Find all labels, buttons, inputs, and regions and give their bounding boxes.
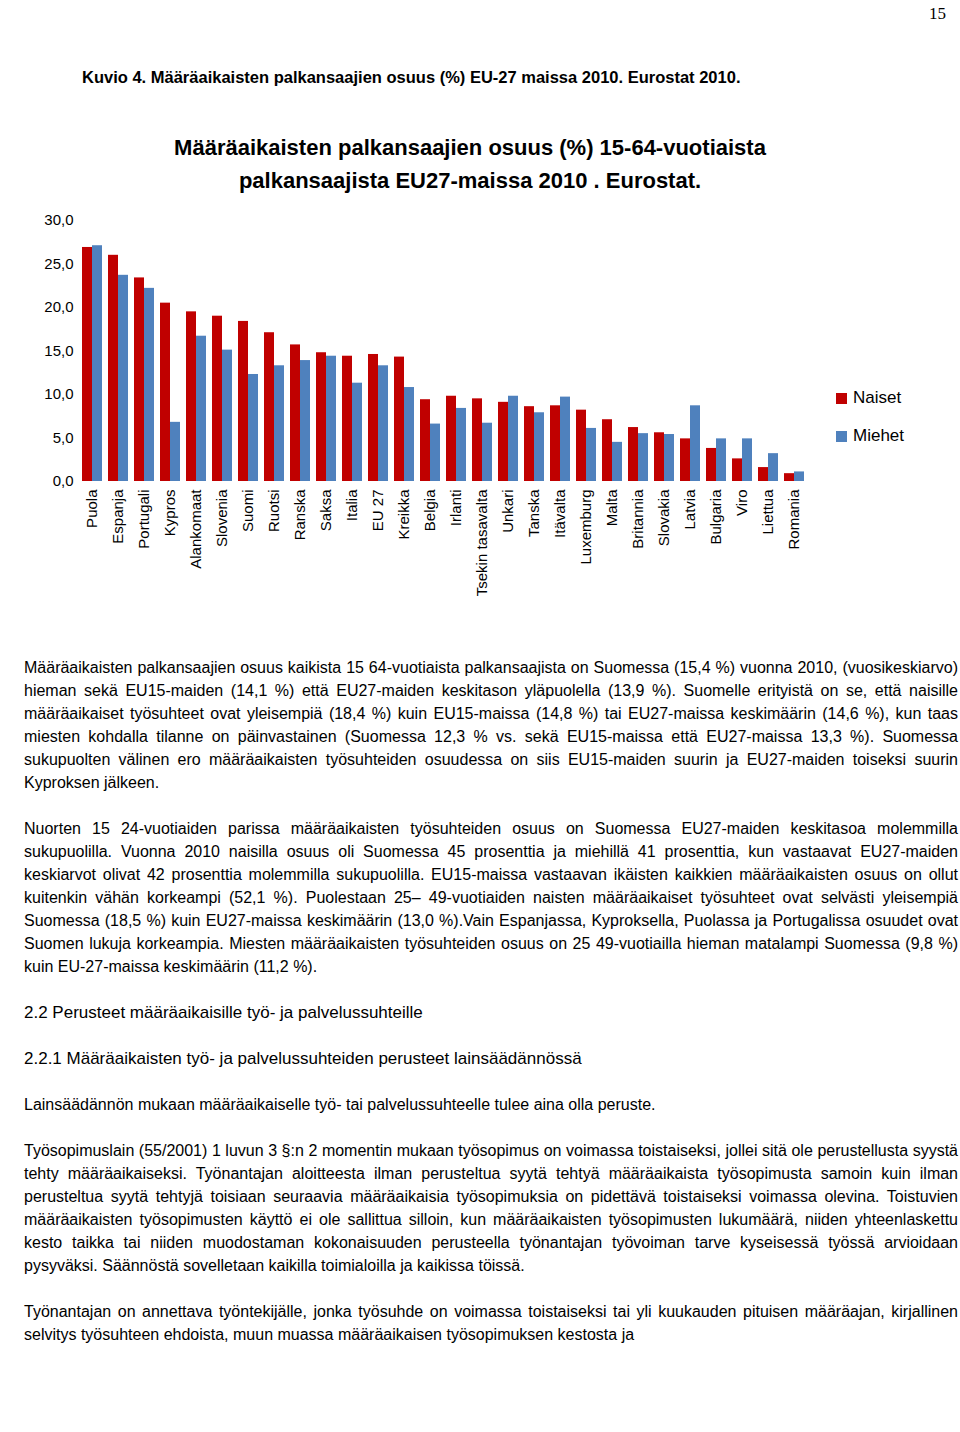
svg-text:Britannia: Britannia — [629, 489, 646, 549]
svg-text:Saksa: Saksa — [317, 489, 334, 531]
html-text:Määräaikaisten palkansaajien o: Määräaikaisten palkansaajien osuus (%) 1… — [174, 135, 766, 160]
svg-text:EU 27: EU 27 — [369, 490, 386, 532]
svg-text:20,0: 20,0 — [44, 298, 73, 315]
svg-text:Malta: Malta — [603, 489, 620, 526]
svg-text:0,0: 0,0 — [53, 472, 74, 489]
svg-text:Ruotsi: Ruotsi — [265, 490, 282, 533]
svg-text:Tsekin tasavalta: Tsekin tasavalta — [473, 489, 490, 596]
html-text:2.2 Perusteet määräaikaisille: 2.2 Perusteet määräaikaisille työ- ja pa… — [24, 1003, 423, 1022]
html-text:Naiset: Naiset — [853, 388, 902, 407]
svg-text:25,0: 25,0 — [44, 255, 73, 272]
svg-text:Viro: Viro — [733, 490, 750, 516]
svg-text:Romania: Romania — [785, 489, 802, 550]
svg-text:Bulgaria: Bulgaria — [707, 489, 724, 545]
svg-text:Unkari: Unkari — [499, 490, 516, 533]
svg-text:Latvia: Latvia — [681, 489, 698, 530]
html-text:Työsopimuslain (55/2001) 1 luv: Työsopimuslain (55/2001) 1 luvun 3 §:n 2… — [24, 1142, 958, 1274]
svg-text:Italia: Italia — [343, 489, 360, 521]
html-text:Kuvio 4. Määräaikaisten palkan: Kuvio 4. Määräaikaisten palkansaajien os… — [82, 68, 741, 86]
html-text:Työnantajan on annettava työnt: Työnantajan on annettava työntekijälle, … — [24, 1303, 958, 1343]
svg-text:Portugali: Portugali — [135, 490, 152, 549]
svg-text:Slovakia: Slovakia — [655, 489, 672, 546]
svg-text:Irlanti: Irlanti — [447, 490, 464, 527]
svg-text:Tanska: Tanska — [525, 489, 542, 537]
html-text:Määräaikaisten palkansaajien o: Määräaikaisten palkansaajien osuus kaiki… — [24, 659, 958, 791]
html-text:Miehet: Miehet — [853, 426, 904, 445]
svg-text:15,0: 15,0 — [44, 342, 73, 359]
svg-text:Espanja: Espanja — [109, 489, 126, 544]
svg-text:Kypros: Kypros — [161, 490, 178, 537]
svg-text:Ranska: Ranska — [291, 489, 308, 541]
svg-text:Belgia: Belgia — [421, 489, 438, 531]
svg-text:10,0: 10,0 — [44, 385, 73, 402]
svg-text:Luxemburg: Luxemburg — [577, 490, 594, 565]
svg-text:Slovenia: Slovenia — [213, 489, 230, 547]
html-text:Nuorten 15 24-vuotiaiden paris: Nuorten 15 24-vuotiaiden parissa määräai… — [24, 820, 958, 975]
svg-text:Liettua: Liettua — [759, 489, 776, 535]
svg-text:Suomi: Suomi — [239, 490, 256, 533]
html-text:2.2.1 Määräaikaisten työ- ja p: 2.2.1 Määräaikaisten työ- ja palvelussuh… — [24, 1049, 582, 1068]
svg-text:5,0: 5,0 — [53, 429, 74, 446]
svg-text:Kreikka: Kreikka — [395, 489, 412, 540]
html-text:Lainsäädännön mukaan määräaika: Lainsäädännön mukaan määräaikaiselle työ… — [24, 1096, 656, 1113]
html-text:15: 15 — [929, 4, 946, 23]
svg-text:30,0: 30,0 — [44, 211, 73, 228]
svg-text:Itävalta: Itävalta — [551, 489, 568, 538]
svg-text:Puola: Puola — [83, 489, 100, 528]
html-text:palkansaajista EU27-maissa 201: palkansaajista EU27-maissa 2010 . Eurost… — [238, 168, 702, 193]
svg-text:Alankomaat: Alankomaat — [187, 489, 204, 569]
